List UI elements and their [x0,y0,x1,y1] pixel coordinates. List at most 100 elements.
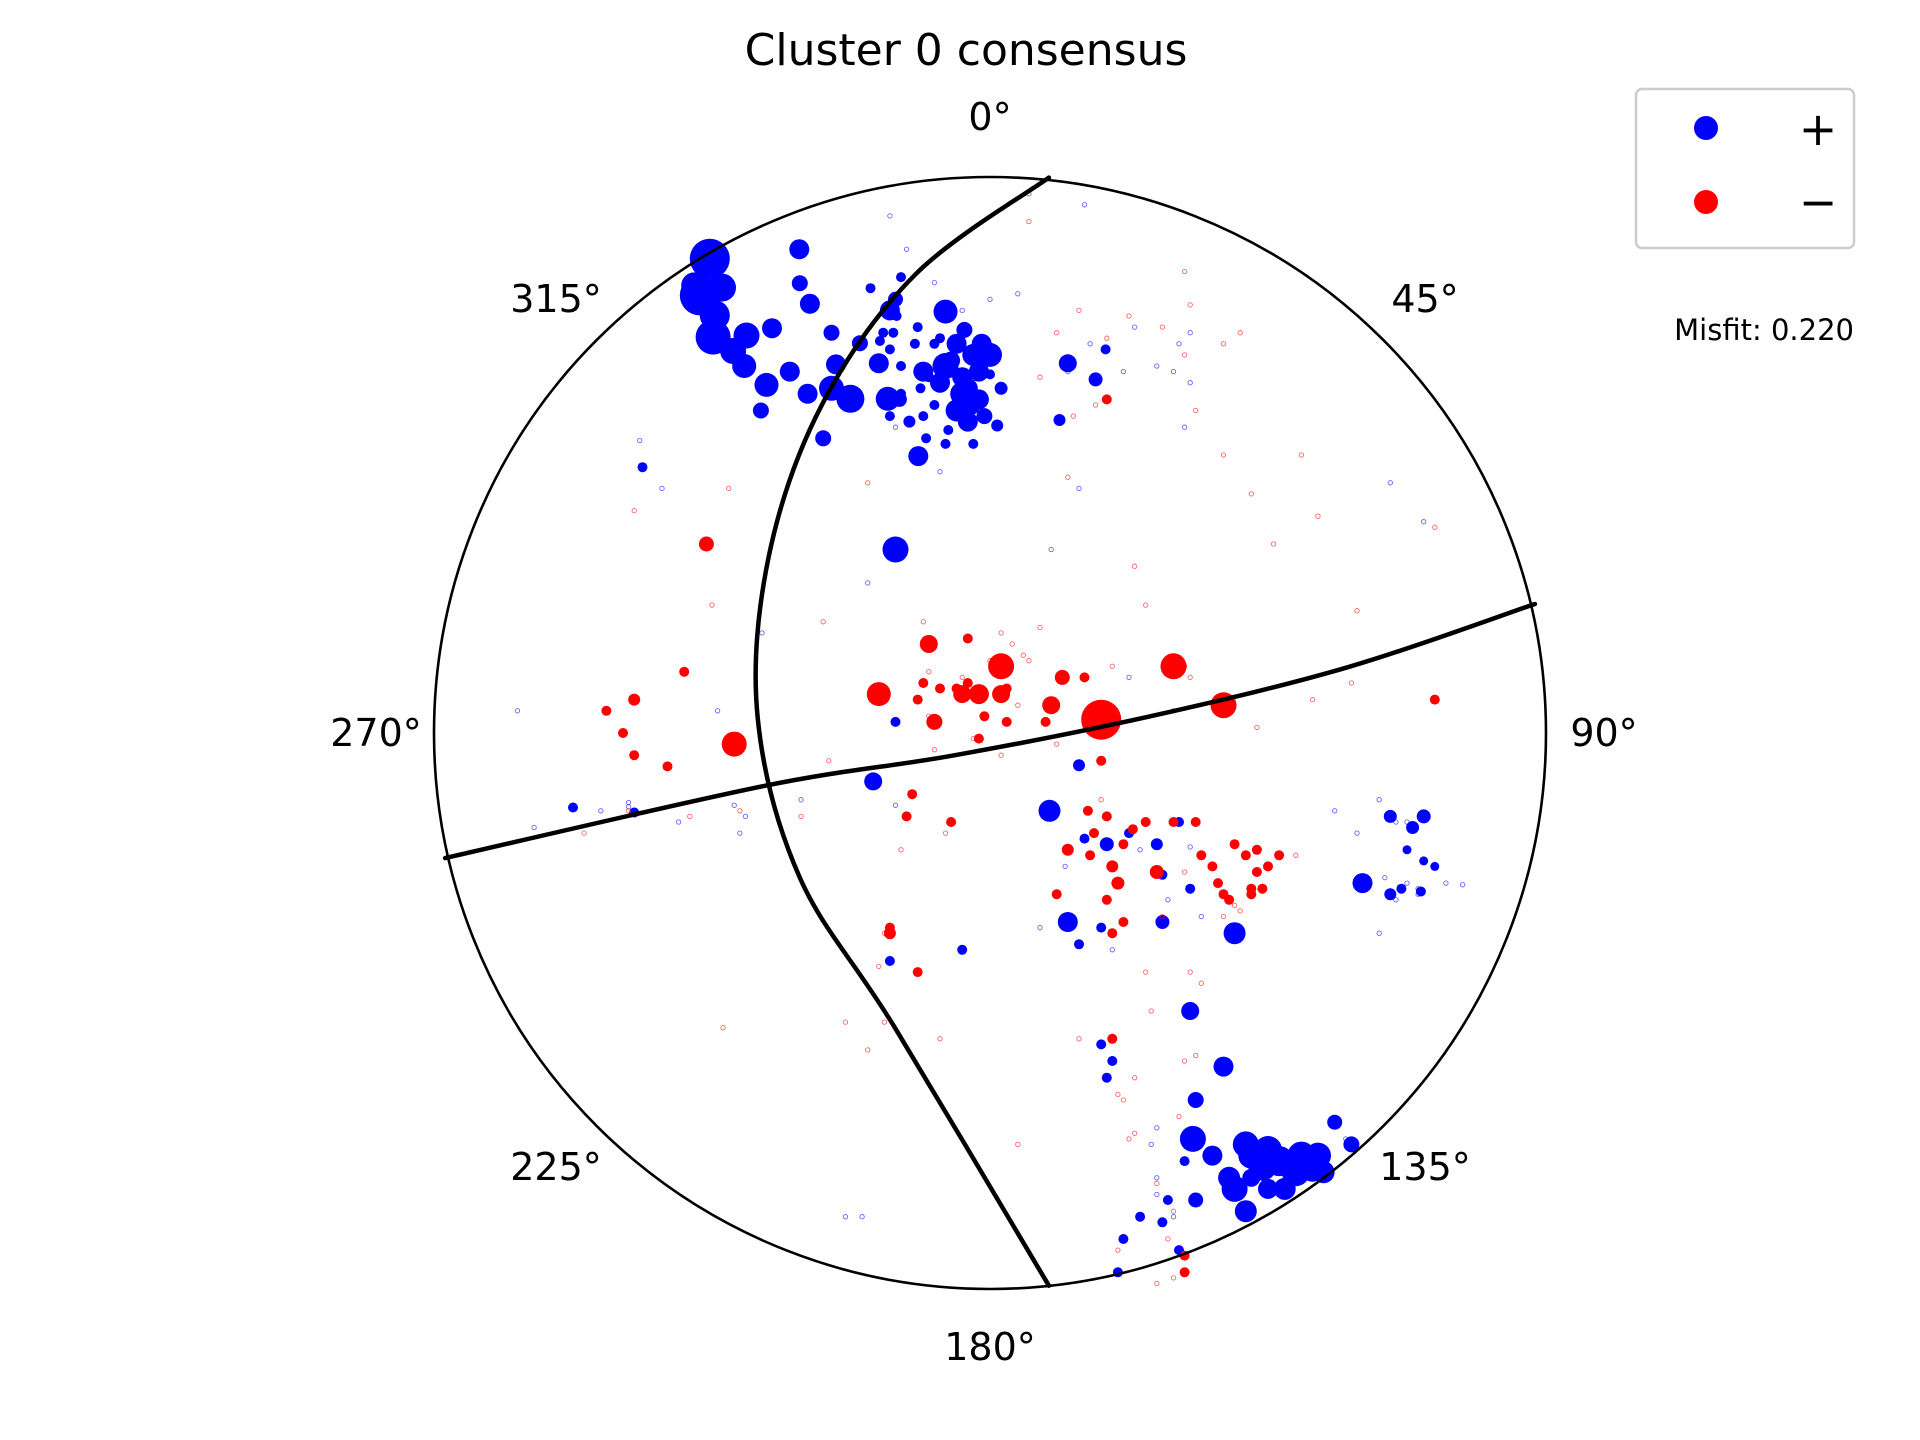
negative-polarity-point-12 [1168,817,1179,827]
positive-polarity-point-104 [1165,897,1171,903]
negative-polarity-point-21 [1274,850,1285,861]
positive-polarity-point-127 [1416,809,1431,824]
negative-polarity-point-128 [1001,716,1012,727]
negative-polarity-point-36 [1187,969,1193,975]
tick-label-270: 270° [330,711,422,755]
negative-polarity-point-94 [1020,652,1027,658]
negative-polarity-point-75 [1220,452,1227,458]
negative-polarity-point-56 [1131,1130,1138,1136]
positive-polarity-point-24 [878,327,889,338]
positive-polarity-point-76 [959,307,965,314]
negative-polarity-point-62 [1170,1275,1177,1281]
positive-polarity-point-110 [1074,939,1084,950]
positive-polarity-point-178 [1154,1175,1160,1181]
negative-polarity-point-74 [1298,452,1305,458]
negative-polarity-point-113 [926,669,932,675]
negative-polarity-point-125 [907,789,918,800]
negative-polarity-point-89 [820,619,826,625]
positive-polarity-point-124 [1352,873,1373,894]
positive-polarity-point-36 [933,299,958,324]
negative-polarity-point-121 [979,711,990,722]
negative-polarity-point-52 [737,808,743,814]
positive-polarity-point-194 [1101,1072,1112,1083]
positive-polarity-point-195 [957,944,968,955]
negative-polarity-point-104 [962,678,973,688]
negative-polarity-point-87 [1026,218,1032,225]
negative-polarity-point-15 [1229,839,1240,850]
negative-polarity-point-120 [968,684,989,705]
positive-polarity-point-157 [1187,1092,1204,1108]
positive-polarity-point-175 [1179,1156,1190,1167]
positive-polarity-point-60 [994,381,1008,395]
positive-polarity-point-184 [1118,1234,1129,1244]
negative-polarity-point-76 [1070,413,1077,419]
negative-polarity-point-72 [1270,541,1277,547]
chart-title: Cluster 0 consensus [745,25,1188,76]
negative-polarity-point-7 [1127,824,1138,835]
positive-polarity-point-158 [1179,1125,1206,1152]
positive-polarity-point-57 [968,438,979,449]
negative-polarity-point-162 [942,830,949,836]
positive-polarity-point-59 [991,419,1004,432]
positive-polarity-point-11 [789,239,810,260]
negative-polarity-point-34 [1107,928,1118,939]
positive-polarity-point-91 [659,485,665,492]
negative-polarity-point-141 [721,731,747,757]
positive-polarity-point-123 [1393,897,1399,903]
positive-polarity-point-121 [1382,874,1388,881]
positive-polarity-point-89 [637,437,643,444]
positive-polarity-point-208 [1187,380,1193,386]
negative-polarity-point-47 [881,1019,888,1025]
positive-polarity-point-141 [798,797,804,803]
positive-polarity-point-186 [1170,1214,1177,1220]
legend: + − [1634,87,1856,250]
positive-polarity-point-7 [733,322,760,349]
positive-polarity-point-134 [1415,886,1426,897]
negative-polarity-point-99 [1037,624,1043,631]
positive-polarity-point-172 [1258,1178,1278,1199]
positive-polarity-point-85 [921,433,932,444]
negative-polarity-point-37 [1107,1033,1118,1044]
negative-polarity-point-67 [1015,1141,1021,1148]
positive-polarity-point-58 [923,372,934,383]
positive-polarity-point-27 [815,430,832,447]
nodal-planes [442,175,1538,1288]
negative-polarity-point-160 [1315,513,1321,519]
positive-polarity-point-120 [1430,861,1440,871]
positive-polarity-point-131 [1459,882,1466,888]
positive-polarity-point-144 [737,830,743,836]
positive-polarity-point-212 [1187,330,1193,336]
negative-polarity-point-30 [1111,876,1125,890]
negative-polarity-point-145 [629,750,640,761]
positive-polarity-point-174 [1221,1175,1248,1202]
positive-polarity-point-149 [568,802,578,813]
positive-polarity-point-122 [1404,880,1410,886]
positive-polarity-point-114 [1223,922,1246,945]
positive-polarity-point-138 [1384,888,1397,901]
negative-polarity-point-110 [826,758,832,764]
positive-polarity-point-51 [918,411,929,422]
positive-polarity-point-113 [1155,915,1170,929]
negative-polarity-point-38 [1181,1058,1188,1064]
negative-polarity-point-5 [1106,860,1119,873]
tick-label-45: 45° [1391,277,1458,321]
negative-polarity-point-45 [883,927,896,940]
positive-polarity-point-3 [708,273,736,302]
positive-polarity-point-143 [742,813,749,820]
positive-polarity-point-152 [759,630,765,636]
negative-polarity-point-10 [1061,843,1074,856]
negative-polarity-point-112 [918,678,929,688]
positive-polarity-point-136 [1332,808,1338,814]
positive-polarity-point-192 [1107,1056,1118,1066]
negative-polarity-point-78 [1104,335,1110,341]
positive-polarity-point-33 [896,361,906,371]
negative-polarity-point-144 [618,728,628,738]
azimuth-tick-labels: 0° 45° 90° 135° 180° 225° 270° 315° [330,95,1637,1369]
positive-polarity-point-142 [731,802,737,808]
negative-polarity-point-71 [1348,680,1355,686]
positive-polarity-point-77 [931,279,938,286]
positive-polarity-point-96 [1038,799,1061,822]
negative-polarity-point-6 [1149,865,1164,879]
negative-polarity-point-11 [1140,817,1151,827]
